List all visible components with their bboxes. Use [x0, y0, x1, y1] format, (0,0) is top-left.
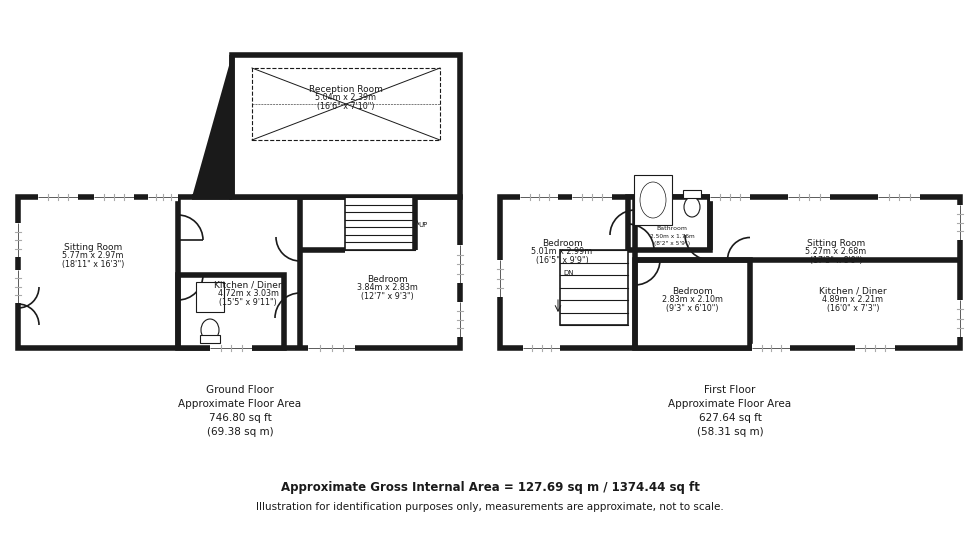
Text: Approximate Gross Internal Area = 127.69 sq m / 1374.44 sq ft: Approximate Gross Internal Area = 127.69…	[280, 481, 700, 493]
Text: (69.38 sq m): (69.38 sq m)	[207, 427, 273, 437]
Text: Kitchen / Diner: Kitchen / Diner	[819, 286, 887, 295]
Bar	[200, 335, 220, 343]
Text: Bathroom: Bathroom	[657, 225, 688, 230]
Text: (18'11" x 16'3"): (18'11" x 16'3")	[62, 260, 124, 269]
Text: Approximate Floor Area: Approximate Floor Area	[178, 399, 302, 409]
Bar	[635, 260, 750, 348]
Text: Bedroom: Bedroom	[542, 240, 582, 249]
Text: Kitchen / Diner: Kitchen / Diner	[215, 280, 282, 290]
Bar	[196, 282, 224, 312]
Text: (16'0" x 7'3"): (16'0" x 7'3")	[827, 304, 879, 312]
Text: Sitting Room: Sitting Room	[64, 243, 122, 251]
Text: Bedroom: Bedroom	[671, 286, 712, 295]
Text: 746.80 sq ft: 746.80 sq ft	[209, 413, 271, 423]
Text: 627.64 sq ft: 627.64 sq ft	[699, 413, 761, 423]
Text: (12'7" x 9'3"): (12'7" x 9'3")	[361, 291, 414, 300]
Bar	[232, 55, 460, 197]
Bar	[178, 275, 284, 348]
Bar	[500, 197, 960, 348]
Text: 2.83m x 2.10m: 2.83m x 2.10m	[662, 295, 722, 304]
Polygon shape	[192, 55, 232, 197]
Text: Approximate Floor Area: Approximate Floor Area	[668, 399, 792, 409]
Text: Sitting Room: Sitting Room	[807, 240, 865, 249]
Text: Illustration for identification purposes only, measurements are approximate, not: Illustration for identification purposes…	[256, 502, 724, 512]
Ellipse shape	[201, 319, 219, 341]
Text: Ground Floor: Ground Floor	[206, 385, 273, 395]
Text: 5.27m x 2.68m: 5.27m x 2.68m	[806, 248, 866, 256]
Text: (17'3" x 8'9"): (17'3" x 8'9")	[809, 256, 862, 265]
Bar	[634, 175, 672, 225]
Text: (15'5" x 9'11"): (15'5" x 9'11")	[220, 297, 277, 306]
Text: 4.89m x 2.21m: 4.89m x 2.21m	[822, 295, 884, 304]
Ellipse shape	[640, 182, 666, 218]
Bar	[18, 197, 460, 348]
Text: (16'6" x 7'10"): (16'6" x 7'10")	[318, 103, 374, 112]
Ellipse shape	[684, 197, 700, 217]
Text: First Floor: First Floor	[705, 385, 756, 395]
Text: Reception Room: Reception Room	[309, 85, 383, 94]
Bar	[683, 190, 701, 198]
Text: (16'5" x 9'9"): (16'5" x 9'9")	[536, 256, 588, 265]
Text: (58.31 sq m): (58.31 sq m)	[697, 427, 763, 437]
Text: 4.72m x 3.03m: 4.72m x 3.03m	[218, 289, 278, 297]
Text: 5.04m x 2.39m: 5.04m x 2.39m	[316, 93, 376, 103]
Text: 3.84m x 2.83m: 3.84m x 2.83m	[357, 282, 417, 291]
Text: UP: UP	[418, 222, 427, 228]
Bar	[345, 197, 415, 250]
Text: Bedroom: Bedroom	[367, 275, 408, 284]
Text: 5.77m x 2.97m: 5.77m x 2.97m	[63, 250, 123, 260]
Bar	[560, 250, 628, 325]
Text: 5.01m x 2.99m: 5.01m x 2.99m	[531, 248, 593, 256]
Text: 2.50m x 1.76m: 2.50m x 1.76m	[650, 234, 695, 239]
Text: DN: DN	[563, 270, 573, 276]
Text: (8'2" x 5'9"): (8'2" x 5'9")	[654, 241, 690, 246]
Text: (9'3" x 6'10"): (9'3" x 6'10")	[665, 304, 718, 312]
Bar	[252, 68, 440, 140]
Bar	[628, 197, 710, 250]
